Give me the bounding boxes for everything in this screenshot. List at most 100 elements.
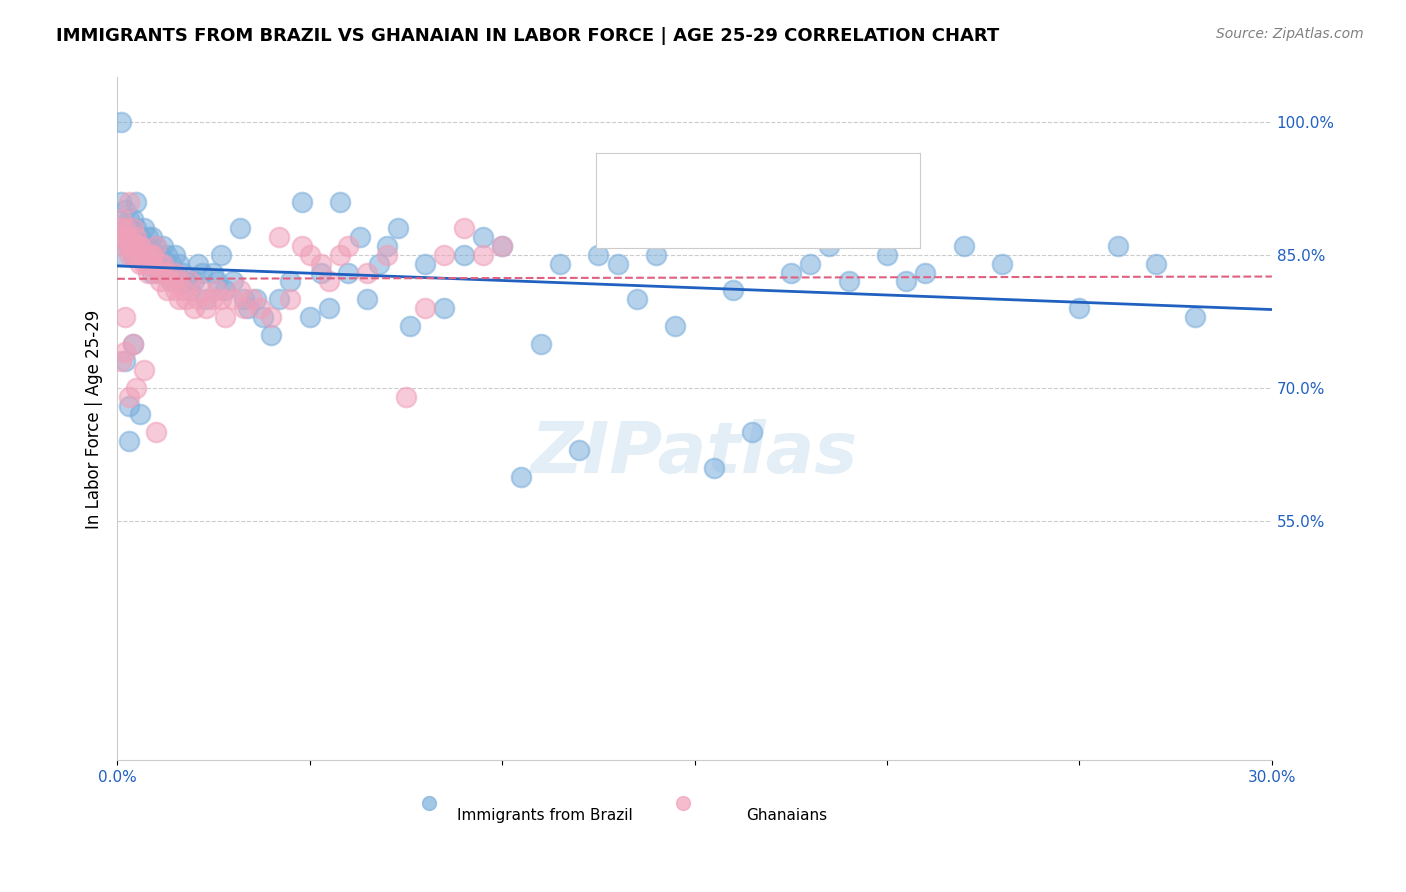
Point	[249, 301, 271, 315]
Point	[121, 239, 143, 253]
Point	[121, 336, 143, 351]
Point	[110, 212, 132, 227]
Point	[433, 248, 456, 262]
Text: R = -0.017    N = 82: R = -0.017 N = 82	[626, 203, 825, 222]
Point	[214, 310, 236, 324]
Point	[118, 390, 141, 404]
Point	[152, 266, 174, 280]
Point	[233, 292, 256, 306]
Point	[260, 310, 283, 324]
Point	[121, 221, 143, 235]
Point	[953, 239, 976, 253]
Point	[236, 301, 259, 315]
Point	[1144, 257, 1167, 271]
Point	[453, 248, 475, 262]
Point	[134, 239, 156, 253]
Point	[779, 266, 801, 280]
Point	[187, 257, 209, 271]
Point	[876, 248, 898, 262]
Point	[129, 408, 152, 422]
Point	[163, 266, 186, 280]
Point	[510, 469, 533, 483]
Point	[118, 239, 141, 253]
Point	[114, 221, 136, 235]
Point	[187, 292, 209, 306]
Point	[141, 248, 163, 262]
Point	[136, 239, 159, 253]
Point	[125, 239, 148, 253]
Point	[125, 239, 148, 253]
Point	[110, 115, 132, 129]
Point	[129, 257, 152, 271]
Point	[209, 292, 232, 306]
Point	[318, 275, 340, 289]
Point	[134, 257, 156, 271]
Point	[202, 292, 225, 306]
Point	[118, 399, 141, 413]
Point	[152, 257, 174, 271]
Point	[179, 275, 201, 289]
Point	[683, 221, 706, 235]
Point	[267, 292, 290, 306]
Point	[309, 257, 332, 271]
Point	[398, 318, 420, 333]
Point	[233, 301, 256, 315]
Point	[221, 275, 243, 289]
Point	[703, 460, 725, 475]
Point	[179, 283, 201, 297]
Point	[471, 248, 494, 262]
Point	[337, 239, 360, 253]
Point	[721, 283, 744, 297]
Point	[606, 257, 628, 271]
Point	[837, 275, 859, 289]
Point	[167, 257, 190, 271]
Point	[548, 257, 571, 271]
Text: Ghanaians: Ghanaians	[747, 808, 828, 823]
Point	[183, 275, 205, 289]
Point	[152, 257, 174, 271]
Point	[136, 266, 159, 280]
Point	[160, 275, 183, 289]
Point	[160, 257, 183, 271]
Text: Immigrants from Brazil: Immigrants from Brazil	[457, 808, 633, 823]
Point	[148, 257, 170, 271]
Point	[568, 442, 591, 457]
Point	[145, 257, 167, 271]
Point	[163, 283, 186, 297]
Point	[433, 301, 456, 315]
Point	[645, 248, 668, 262]
Point	[741, 425, 763, 440]
Point	[145, 425, 167, 440]
Point	[148, 248, 170, 262]
Point	[125, 221, 148, 235]
Point	[375, 248, 398, 262]
Point	[129, 230, 152, 244]
Point	[318, 301, 340, 315]
Point	[191, 266, 214, 280]
Point	[110, 354, 132, 368]
Point	[176, 275, 198, 289]
Point	[114, 239, 136, 253]
Point	[136, 230, 159, 244]
Point	[118, 194, 141, 209]
Point	[110, 221, 132, 235]
Text: R = -0.126   N = 111: R = -0.126 N = 111	[626, 163, 825, 181]
Point	[799, 257, 821, 271]
Point	[387, 221, 409, 235]
Point	[110, 230, 132, 244]
Point	[118, 230, 141, 244]
Point	[118, 212, 141, 227]
Point	[194, 292, 217, 306]
Point	[356, 266, 378, 280]
Point	[167, 275, 190, 289]
Point	[229, 283, 252, 297]
Point	[453, 221, 475, 235]
Point	[118, 239, 141, 253]
Point	[260, 327, 283, 342]
Point	[129, 239, 152, 253]
Point	[240, 292, 263, 306]
Point	[134, 248, 156, 262]
Point	[395, 390, 418, 404]
Point	[291, 194, 314, 209]
Point	[202, 266, 225, 280]
